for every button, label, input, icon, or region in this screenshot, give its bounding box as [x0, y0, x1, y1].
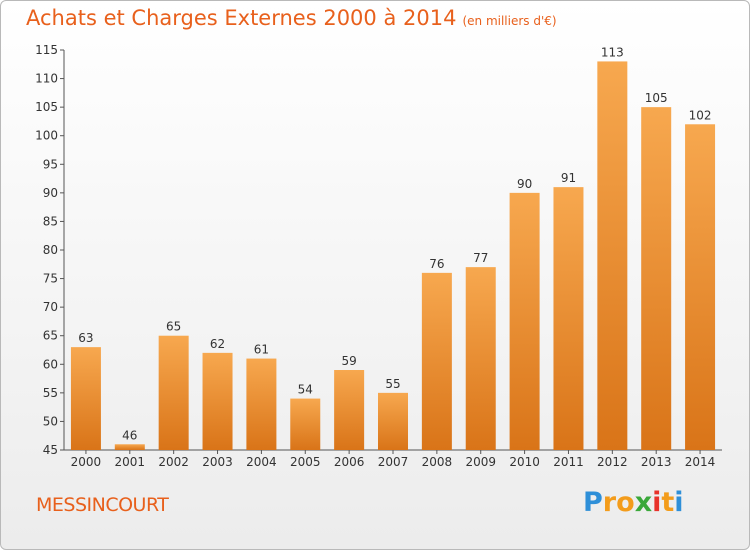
bar: [597, 61, 628, 451]
y-tick-label: 50: [43, 414, 58, 428]
bar: [334, 370, 365, 450]
chart-title-text: Achats et Charges Externes 2000 à 2014: [26, 6, 457, 30]
y-tick-label: 95: [43, 157, 58, 171]
x-tick-label: 2010: [509, 455, 540, 469]
x-tick-label: 2011: [553, 455, 584, 469]
x-tick-label: 2008: [422, 455, 453, 469]
bar: [114, 444, 145, 450]
bar-value-label: 61: [254, 343, 269, 357]
logo-letter: o: [616, 487, 635, 518]
logo-letter: r: [602, 487, 617, 518]
x-tick-label: 2004: [246, 455, 277, 469]
x-tick-label: 2006: [334, 455, 365, 469]
bar: [421, 272, 452, 450]
bar: [641, 107, 672, 451]
bar-value-label: 91: [561, 171, 576, 185]
bar-value-label: 105: [645, 91, 668, 105]
y-tick-label: 85: [43, 214, 58, 228]
logo-letter: x: [634, 487, 653, 518]
x-tick-label: 2012: [597, 455, 628, 469]
bar-value-label: 77: [473, 251, 488, 265]
bar: [246, 358, 277, 450]
proxiti-logo: Proxiti: [583, 487, 684, 518]
x-tick-label: 2001: [115, 455, 146, 469]
bar: [158, 335, 189, 450]
place-name: MESSINCOURT: [36, 494, 169, 516]
x-tick-label: 2002: [158, 455, 189, 469]
y-tick-label: 90: [43, 186, 58, 200]
y-tick-label: 105: [35, 100, 58, 114]
bar-value-label: 62: [210, 337, 225, 351]
x-tick-label: 2007: [378, 455, 409, 469]
x-tick-label: 2009: [465, 455, 496, 469]
bar-value-label: 46: [122, 428, 137, 442]
y-tick-label: 75: [43, 272, 58, 286]
y-tick-label: 45: [43, 443, 58, 457]
bar-value-label: 102: [689, 108, 712, 122]
bar-value-label: 63: [78, 331, 93, 345]
bar: [685, 124, 716, 451]
y-tick-label: 70: [43, 300, 58, 314]
chart-subtitle: (en milliers d'€): [462, 14, 557, 28]
bar: [553, 187, 584, 450]
x-tick-label: 2005: [290, 455, 321, 469]
bar-value-label: 55: [385, 377, 400, 391]
chart-bars: 63 46 65 62 61 54 59 55 76 77 90 91 113 105 102: [70, 45, 716, 451]
logo-letter: t: [661, 487, 675, 518]
bar-value-label: 113: [601, 45, 624, 59]
logo-letter: P: [583, 487, 603, 518]
bar: [378, 392, 408, 450]
y-tick-label: 60: [43, 357, 58, 371]
bar: [465, 267, 496, 450]
bar-value-label: 65: [166, 320, 181, 334]
y-tick-label: 100: [35, 129, 58, 143]
logo-letter: i: [674, 487, 684, 518]
y-tick-label: 115: [35, 43, 58, 57]
bar: [509, 192, 540, 450]
x-tick-label: 2003: [202, 455, 233, 469]
bar-value-label: 76: [429, 257, 444, 271]
y-tick-label: 80: [43, 243, 58, 257]
y-tick-label: 55: [43, 386, 58, 400]
bar: [70, 347, 101, 450]
bar-value-label: 54: [298, 383, 313, 397]
x-tick-label: 2000: [71, 455, 102, 469]
y-tick-label: 110: [35, 72, 58, 86]
bar-value-label: 90: [517, 177, 532, 191]
bar: [202, 352, 233, 450]
y-tick-label: 65: [43, 329, 58, 343]
bar: [290, 398, 321, 450]
chart-title: Achats et Charges Externes 2000 à 2014 (e…: [26, 6, 557, 30]
logo-letter: i: [652, 487, 662, 518]
x-tick-label: 2013: [641, 455, 672, 469]
bar-value-label: 59: [341, 354, 356, 368]
x-tick-label: 2014: [685, 455, 716, 469]
